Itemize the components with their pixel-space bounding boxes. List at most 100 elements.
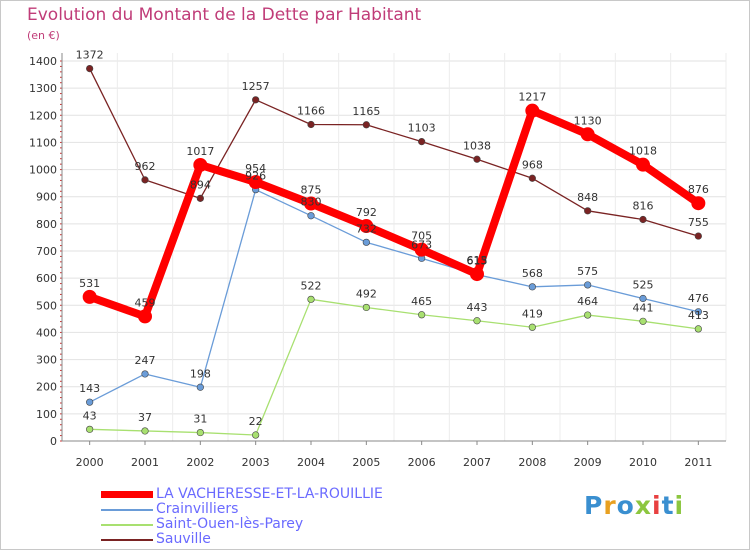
data-label: 875 [301, 184, 322, 197]
legend-swatch [101, 539, 153, 541]
data-label: 705 [411, 230, 432, 243]
logo-letter: r [603, 491, 617, 520]
data-point [528, 283, 536, 291]
data-point [694, 325, 702, 333]
y-tick-label: 1300 [29, 82, 57, 95]
unit-label: (en €) [27, 29, 60, 42]
data-label: 247 [135, 354, 156, 367]
data-label: 31 [193, 413, 207, 426]
data-label: 1257 [242, 80, 270, 93]
data-point [86, 425, 94, 433]
y-tick-label: 700 [36, 245, 57, 258]
data-label: 43 [83, 409, 97, 422]
data-point [141, 427, 149, 435]
data-label: 926 [245, 170, 266, 183]
data-point [193, 157, 208, 172]
series-line [89, 189, 699, 403]
data-label: 1166 [297, 105, 325, 118]
data-point [528, 323, 536, 331]
data-label: 615 [467, 254, 488, 267]
data-label: 575 [577, 265, 598, 278]
data-point [86, 64, 94, 73]
y-tick-label: 600 [36, 272, 57, 285]
data-point [359, 219, 374, 234]
data-label: 143 [79, 382, 100, 395]
logo-letter: o [616, 491, 635, 520]
y-tick-label: 900 [36, 191, 57, 204]
x-tick-label: 2006 [408, 456, 436, 469]
data-point [248, 175, 263, 190]
data-point [86, 398, 94, 406]
logo-letter: i [674, 491, 685, 520]
logo-letter: i [652, 491, 662, 520]
data-label: 830 [301, 196, 322, 209]
data-label: 441 [633, 301, 654, 314]
data-label: 894 [190, 178, 211, 191]
data-point [525, 103, 540, 118]
y-tick-label: 1100 [29, 136, 57, 149]
data-point [252, 431, 260, 439]
data-point [141, 370, 149, 378]
data-point [418, 138, 426, 146]
x-tick-label: 2009 [574, 456, 602, 469]
y-tick-label: 200 [36, 381, 57, 394]
data-point [82, 289, 97, 304]
data-label: 443 [467, 301, 488, 314]
data-label: 1165 [352, 105, 380, 118]
y-tick-label: 1000 [29, 164, 57, 177]
data-label: 848 [577, 191, 598, 204]
data-point [418, 311, 426, 319]
x-tick-label: 2001 [131, 456, 159, 469]
data-point [639, 317, 647, 325]
data-point [694, 308, 702, 316]
x-tick-label: 2005 [352, 456, 380, 469]
x-tick-label: 2007 [463, 456, 491, 469]
data-label: 1017 [186, 145, 214, 158]
data-label: 1018 [629, 145, 657, 158]
logo-letter: x [634, 491, 652, 520]
x-tick-label: 2010 [629, 456, 657, 469]
data-point [639, 215, 647, 224]
series-line [85, 106, 703, 321]
data-point [141, 176, 149, 184]
data-label: 1038 [463, 139, 491, 152]
data-label: 476 [688, 292, 709, 305]
y-tick-label: 1200 [29, 109, 57, 122]
data-point [584, 281, 592, 289]
data-point [639, 294, 647, 303]
proxiti-logo: Proxiti [584, 491, 684, 520]
data-label: 962 [135, 160, 156, 173]
data-label: 465 [411, 295, 432, 308]
data-point [362, 238, 370, 246]
data-point [307, 295, 315, 303]
data-point [473, 155, 481, 163]
data-point [138, 309, 152, 324]
data-label: 613 [467, 255, 488, 268]
data-label: 413 [688, 309, 709, 322]
data-label: 531 [79, 277, 100, 290]
data-point [307, 212, 315, 220]
chart-title: Evolution du Montant de la Dette par Hab… [27, 5, 422, 25]
y-tick-label: 1400 [29, 55, 57, 68]
x-tick-label: 2000 [76, 456, 104, 469]
data-label: 22 [249, 415, 263, 428]
data-point [636, 157, 650, 172]
data-label: 525 [633, 279, 654, 292]
data-point [362, 303, 370, 312]
data-label: 1372 [76, 49, 104, 62]
data-point [584, 311, 592, 319]
data-label: 1103 [408, 122, 436, 135]
x-tick-label: 2011 [684, 456, 712, 469]
legend-label: Crainvilliers [156, 501, 239, 517]
data-label: 1217 [518, 91, 546, 104]
series-line [89, 298, 699, 436]
x-tick-label: 2008 [518, 456, 546, 469]
data-label: 816 [633, 200, 654, 213]
data-point [196, 194, 204, 202]
data-label: 492 [356, 287, 377, 300]
data-label: 732 [356, 222, 377, 235]
data-label: 522 [301, 279, 322, 292]
data-point [252, 96, 260, 104]
